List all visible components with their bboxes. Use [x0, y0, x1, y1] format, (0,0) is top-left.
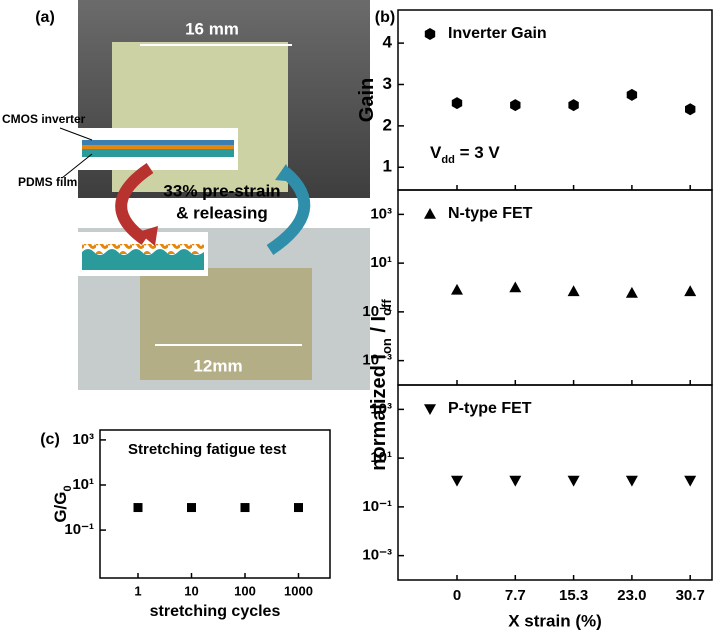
marker	[424, 404, 436, 415]
dimension: 16 mm	[185, 19, 239, 38]
legend-label: N-type FET	[448, 205, 533, 222]
y-tick-label: 10⁻¹	[64, 521, 94, 538]
label-part: = 3 V	[455, 143, 501, 162]
layer-label: CMOS inverter	[2, 112, 86, 126]
plot-frame	[99, 429, 331, 579]
marker	[625, 286, 638, 298]
pointer	[61, 153, 93, 179]
pointer	[59, 127, 93, 141]
marker	[424, 208, 436, 219]
marker	[451, 283, 463, 295]
layer-label: PDMS film	[18, 175, 77, 189]
x-tick-label: 7.7	[505, 587, 526, 604]
plot-frame	[397, 384, 713, 581]
y-tick-label: 10⁻¹	[362, 303, 392, 320]
marker	[133, 503, 143, 513]
panel-label: (b)	[375, 9, 395, 26]
marker	[567, 285, 580, 297]
marker	[509, 281, 522, 293]
y-tick-label: 10¹	[72, 476, 94, 493]
x-tick-label: 15.3	[559, 587, 588, 604]
marker	[684, 475, 697, 487]
chart-title: Stretching fatigue test	[128, 441, 286, 458]
process-label: 33% pre-strain	[163, 181, 280, 200]
marker	[451, 97, 463, 110]
panel-label: (c)	[40, 431, 60, 448]
y-tick-label: 2	[383, 115, 392, 134]
arrowhead	[138, 226, 158, 246]
axis-label: normalized Ion / Ioff	[368, 299, 394, 471]
x-axis-label: X strain (%)	[508, 611, 602, 630]
x-tick-label: 23.0	[617, 587, 646, 604]
label-part: V	[430, 143, 442, 162]
x-tick-label: 1000	[284, 583, 313, 598]
marker	[685, 103, 696, 116]
marker	[626, 88, 638, 101]
label-part: normalized I	[368, 354, 390, 471]
y-tick-label: 10¹	[370, 254, 392, 271]
x-tick-label: 0	[453, 587, 461, 604]
label-part: G/G	[51, 491, 70, 522]
marker	[567, 475, 580, 487]
panel-label: (a)	[35, 9, 55, 26]
plot-frame	[397, 189, 713, 386]
marker	[509, 475, 522, 487]
wrinkled-pdms	[82, 249, 204, 270]
label-part: off	[379, 299, 394, 316]
marker	[424, 28, 436, 40]
x-tick-label: 1	[134, 583, 141, 598]
marker	[510, 99, 521, 112]
photo-panel: (a) 16 mm CMOS inverter PDMS film 33% pr…	[2, 0, 370, 390]
legend-label: Inverter Gain	[448, 25, 547, 42]
layer	[82, 145, 234, 149]
legend-label: P-type FET	[448, 400, 532, 417]
wrinkled-layer	[82, 244, 204, 254]
x-tick-label: 100	[234, 583, 256, 598]
label-part: dd	[441, 154, 455, 166]
label-part: on	[379, 338, 394, 354]
label-part: / I	[368, 316, 390, 338]
y-tick-label: 10³	[72, 431, 94, 448]
process-label: & releasing	[176, 203, 268, 222]
axis-label: Gain	[356, 78, 378, 122]
label-part: Gain	[356, 78, 378, 122]
arrowhead	[275, 164, 296, 182]
layer	[82, 140, 234, 145]
marker	[240, 503, 250, 513]
y-tick-label: 10⁻³	[362, 547, 392, 564]
marker	[568, 99, 579, 112]
axis-label: Vdd = 3 V	[430, 143, 500, 165]
marker	[294, 503, 303, 513]
x-tick-label: 10	[184, 583, 198, 598]
y-tick-label: 10³	[370, 205, 392, 222]
arrow	[115, 163, 154, 245]
y-tick-label: 1	[383, 157, 392, 176]
y-tick-label: 10⁻³	[362, 352, 392, 369]
label-part: 0	[62, 485, 74, 491]
y-tick-label: 10¹	[370, 449, 392, 466]
axis-label: G/G0	[51, 485, 73, 522]
y-tick-label: 4	[383, 33, 393, 52]
y-tick-label: 3	[383, 74, 392, 93]
dimension: 12mm	[193, 356, 242, 375]
y-tick-label: 10³	[370, 400, 392, 417]
layer	[82, 149, 234, 157]
marker	[625, 475, 638, 487]
x-axis-label: stretching cycles	[150, 603, 281, 620]
marker	[451, 475, 463, 487]
x-tick-label: 30.7	[676, 587, 705, 604]
y-tick-label: 10⁻¹	[362, 498, 392, 515]
marker	[684, 285, 697, 297]
device-array-wrinkled	[140, 268, 312, 380]
marker	[187, 503, 196, 513]
